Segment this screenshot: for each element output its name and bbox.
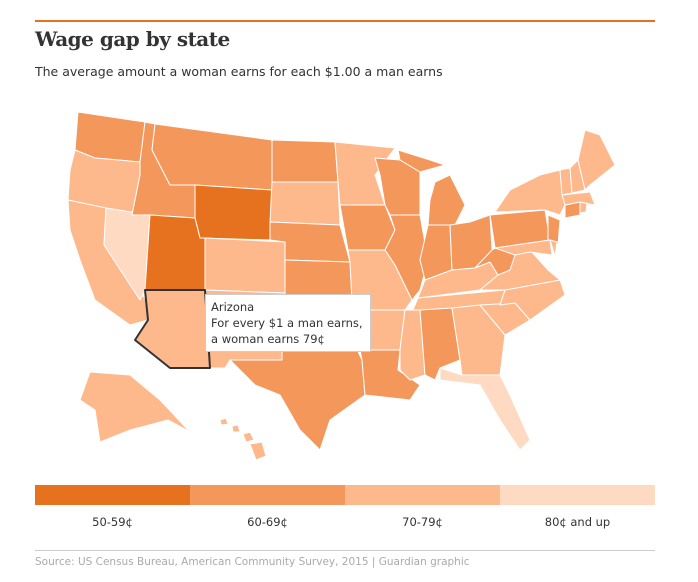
state-shape[interactable] xyxy=(249,441,267,461)
state-south-dakota[interactable] xyxy=(269,181,341,226)
state-shape[interactable] xyxy=(384,214,429,301)
state-shape[interactable] xyxy=(339,204,396,251)
state-hawaii[interactable] xyxy=(219,417,267,461)
state-tooltip: Arizona For every $1 a man earns, a woma… xyxy=(205,294,371,352)
state-new-york[interactable] xyxy=(494,169,566,216)
state-iowa[interactable] xyxy=(339,204,396,251)
state-shape[interactable] xyxy=(549,239,558,257)
legend-swatch xyxy=(190,485,345,505)
state-alaska[interactable] xyxy=(79,371,191,443)
chart-subtitle: The average amount a woman earns for eac… xyxy=(35,64,443,79)
legend-label: 80¢ and up xyxy=(544,515,611,529)
state-arizona[interactable] xyxy=(134,289,211,369)
state-massachusetts[interactable] xyxy=(561,191,596,206)
state-florida[interactable] xyxy=(439,367,531,451)
state-shape[interactable] xyxy=(494,169,566,216)
legend-item: 80¢ and up xyxy=(500,485,655,529)
state-shape[interactable] xyxy=(494,239,553,256)
state-new-jersey[interactable] xyxy=(547,214,561,246)
legend-label: 60-69¢ xyxy=(247,515,288,529)
state-shape[interactable] xyxy=(427,174,466,226)
state-maine[interactable] xyxy=(577,129,616,191)
state-shape[interactable] xyxy=(194,184,273,241)
state-maryland[interactable] xyxy=(494,239,553,256)
legend-item: 60-69¢ xyxy=(190,485,345,529)
chart-title: Wage gap by state xyxy=(35,27,230,51)
state-montana[interactable] xyxy=(151,123,273,191)
state-shape[interactable] xyxy=(547,214,561,246)
source-note: Source: US Census Bureau, American Commu… xyxy=(35,556,470,568)
legend-swatch xyxy=(35,485,190,505)
tooltip-line-1: For every $1 a man earns, xyxy=(211,316,363,330)
legend-item: 70-79¢ xyxy=(345,485,500,529)
state-wyoming[interactable] xyxy=(194,184,273,241)
legend-swatch xyxy=(500,485,655,505)
state-illinois[interactable] xyxy=(384,214,429,301)
state-shape[interactable] xyxy=(79,371,191,443)
legend-label: 50-59¢ xyxy=(92,515,133,529)
legend-swatch xyxy=(345,485,500,505)
state-shape[interactable] xyxy=(144,214,206,291)
state-shape[interactable] xyxy=(134,289,211,369)
state-shape[interactable] xyxy=(219,417,229,426)
state-delaware[interactable] xyxy=(549,239,558,257)
us-map xyxy=(67,111,616,461)
state-shape[interactable] xyxy=(397,149,446,173)
state-shape[interactable] xyxy=(151,123,273,191)
state-shape[interactable] xyxy=(242,431,255,443)
legend-item: 50-59¢ xyxy=(35,485,190,529)
top-rule xyxy=(35,20,655,22)
footer-rule xyxy=(35,550,655,551)
tooltip-state-name: Arizona xyxy=(211,300,255,314)
state-north-dakota[interactable] xyxy=(271,139,339,183)
state-shape[interactable] xyxy=(439,367,531,451)
tooltip-line-2: a woman earns 79¢ xyxy=(211,332,325,346)
state-shape[interactable] xyxy=(231,424,241,433)
state-shape[interactable] xyxy=(577,129,616,191)
state-shape[interactable] xyxy=(271,139,339,183)
state-colorado[interactable] xyxy=(204,237,286,294)
state-shape[interactable] xyxy=(561,191,596,206)
state-shape[interactable] xyxy=(269,181,341,226)
legend: 50-59¢ 60-69¢ 70-79¢ 80¢ and up xyxy=(35,485,655,529)
legend-label: 70-79¢ xyxy=(402,515,443,529)
state-utah[interactable] xyxy=(144,214,206,291)
state-shape[interactable] xyxy=(204,237,286,294)
